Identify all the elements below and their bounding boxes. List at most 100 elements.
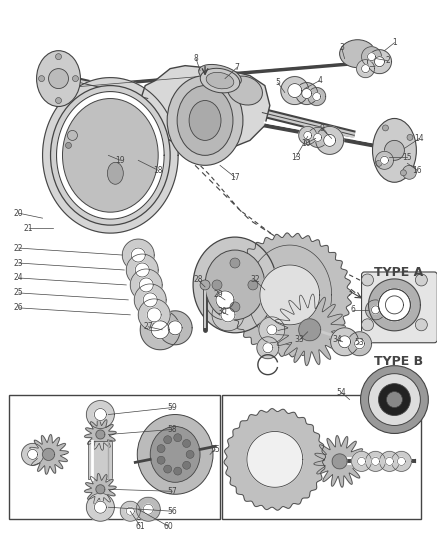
Circle shape: [183, 461, 191, 469]
Circle shape: [382, 125, 389, 131]
Circle shape: [56, 54, 61, 60]
Polygon shape: [304, 132, 312, 140]
Text: 26: 26: [14, 303, 24, 312]
Ellipse shape: [193, 237, 277, 333]
Polygon shape: [42, 448, 54, 461]
Polygon shape: [95, 409, 106, 421]
Polygon shape: [57, 92, 164, 219]
Circle shape: [415, 274, 427, 286]
Circle shape: [376, 160, 382, 166]
Ellipse shape: [205, 250, 265, 320]
Circle shape: [360, 366, 428, 433]
Circle shape: [248, 280, 258, 290]
Polygon shape: [397, 457, 406, 465]
Polygon shape: [314, 435, 365, 487]
Circle shape: [56, 98, 61, 103]
Polygon shape: [28, 449, 38, 459]
Text: 59: 59: [167, 403, 177, 412]
Polygon shape: [21, 443, 43, 465]
Ellipse shape: [199, 64, 241, 87]
Circle shape: [186, 450, 194, 458]
Circle shape: [164, 436, 172, 443]
Text: 58: 58: [167, 425, 177, 434]
Polygon shape: [140, 310, 180, 350]
Circle shape: [415, 319, 427, 331]
Text: 3: 3: [339, 43, 344, 52]
Text: 55: 55: [210, 445, 220, 454]
Text: 57: 57: [167, 487, 177, 496]
Text: 28: 28: [193, 276, 203, 285]
Ellipse shape: [107, 163, 124, 184]
Polygon shape: [381, 156, 389, 164]
Circle shape: [72, 76, 78, 82]
Text: 27: 27: [143, 322, 153, 332]
Polygon shape: [357, 457, 366, 465]
Polygon shape: [42, 78, 178, 233]
Polygon shape: [257, 337, 279, 359]
Polygon shape: [368, 279, 420, 331]
Polygon shape: [122, 239, 154, 271]
Polygon shape: [134, 284, 166, 316]
Polygon shape: [267, 325, 277, 335]
Ellipse shape: [37, 51, 81, 107]
Text: 19: 19: [116, 156, 125, 165]
Circle shape: [230, 302, 240, 312]
Circle shape: [67, 131, 78, 140]
Polygon shape: [136, 497, 160, 521]
Text: 61: 61: [135, 522, 145, 531]
Polygon shape: [367, 50, 392, 74]
Polygon shape: [357, 60, 374, 78]
Ellipse shape: [227, 76, 262, 105]
Polygon shape: [158, 311, 192, 345]
Text: 25: 25: [14, 288, 24, 297]
Text: 32: 32: [250, 276, 260, 285]
Ellipse shape: [150, 426, 200, 482]
Polygon shape: [375, 151, 393, 169]
Ellipse shape: [189, 101, 221, 140]
Text: 8: 8: [194, 54, 198, 63]
Circle shape: [361, 274, 374, 286]
Text: 33: 33: [295, 335, 304, 344]
Polygon shape: [85, 473, 116, 505]
Text: 2: 2: [385, 56, 390, 65]
Text: 13: 13: [291, 153, 300, 162]
Polygon shape: [361, 64, 370, 72]
Polygon shape: [299, 126, 317, 144]
Polygon shape: [352, 451, 371, 471]
Circle shape: [400, 170, 406, 176]
Polygon shape: [143, 504, 153, 514]
Polygon shape: [126, 254, 158, 286]
Polygon shape: [366, 451, 385, 471]
Polygon shape: [221, 308, 235, 322]
Polygon shape: [96, 485, 105, 494]
Text: 17: 17: [230, 173, 240, 182]
Circle shape: [378, 384, 410, 416]
Circle shape: [385, 140, 404, 160]
Polygon shape: [29, 434, 68, 474]
Circle shape: [385, 296, 403, 314]
Circle shape: [200, 280, 210, 290]
Circle shape: [157, 456, 165, 464]
Polygon shape: [288, 84, 302, 98]
Polygon shape: [361, 47, 381, 67]
Polygon shape: [281, 77, 309, 104]
Polygon shape: [86, 493, 114, 521]
Bar: [88, 441, 112, 479]
FancyBboxPatch shape: [361, 272, 437, 343]
Circle shape: [183, 440, 191, 448]
Polygon shape: [308, 127, 328, 148]
Text: 56: 56: [167, 507, 177, 516]
Polygon shape: [371, 306, 379, 314]
Text: 29: 29: [213, 290, 223, 300]
Polygon shape: [348, 332, 371, 356]
Polygon shape: [299, 319, 321, 341]
Bar: [9, 394, 220, 519]
Circle shape: [157, 445, 165, 453]
Text: 22: 22: [14, 244, 23, 253]
Circle shape: [361, 319, 374, 331]
Ellipse shape: [177, 86, 233, 155]
Text: 7: 7: [234, 63, 240, 72]
Polygon shape: [135, 263, 149, 277]
Polygon shape: [95, 501, 106, 513]
Polygon shape: [339, 336, 350, 348]
